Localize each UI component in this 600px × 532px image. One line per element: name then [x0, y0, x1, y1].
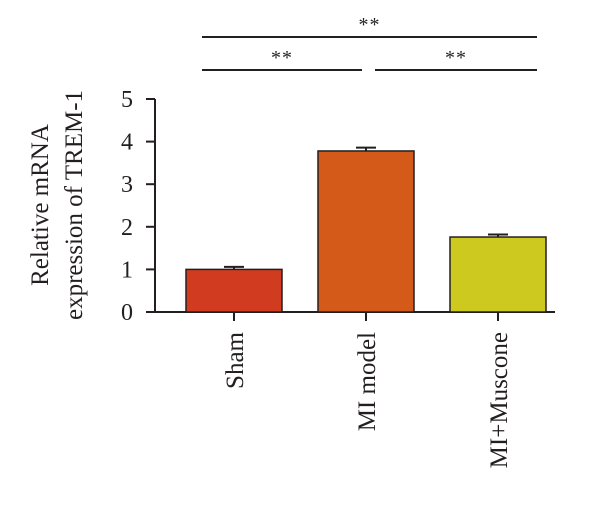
- significance-label: **: [445, 47, 467, 69]
- significance-label: **: [359, 14, 381, 36]
- y-tick-label: 5: [121, 87, 133, 113]
- significance-label: **: [271, 47, 293, 69]
- x-tick-label: Sham: [222, 331, 249, 389]
- bar: [185, 268, 283, 313]
- y-tick-label: 1: [121, 257, 133, 283]
- error-bars: [224, 146, 508, 270]
- y-axis-label-line-1: Relative mRNA: [27, 124, 54, 286]
- y-axis-label-line-2: expression of TREM-1: [61, 90, 88, 320]
- bar: [449, 236, 547, 313]
- x-tick-labels: Sham MI model MI+Muscone: [222, 331, 513, 468]
- significance-brackets: ** ** **: [202, 14, 537, 71]
- x-tick-label: MI+Muscone: [486, 332, 513, 468]
- y-tick-label: 4: [121, 130, 133, 156]
- x-tick-label: MI model: [354, 332, 381, 431]
- y-tick-label: 3: [121, 172, 133, 198]
- y-axis-label: Relative mRNA expression of TREM-1: [27, 90, 88, 320]
- y-ticks: 0 1 2 3 4 5: [121, 87, 155, 326]
- bar: [317, 150, 415, 313]
- y-tick-label: 2: [121, 215, 133, 241]
- bars: [185, 150, 547, 313]
- y-tick-label: 0: [121, 300, 133, 326]
